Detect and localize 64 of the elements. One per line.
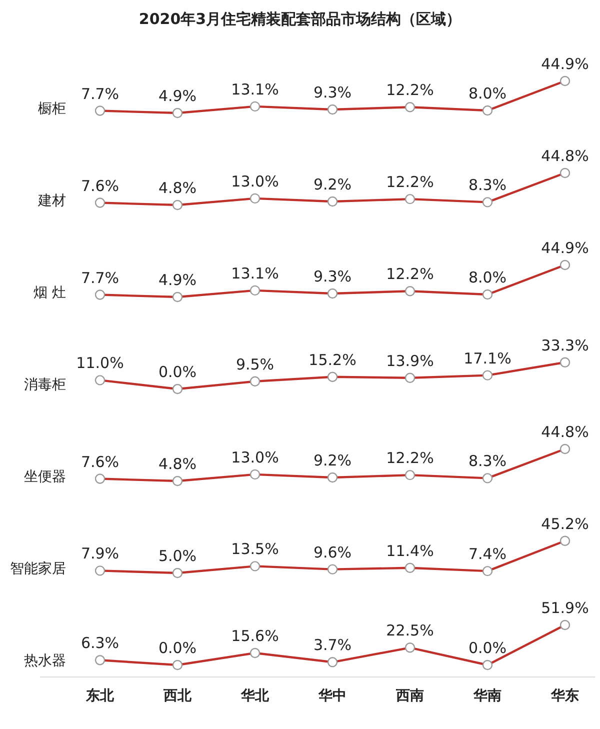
data-label: 12.2% <box>386 265 434 284</box>
y-axis-title: 建材 <box>37 193 66 209</box>
x-tick-label: 华北 <box>240 688 270 704</box>
y-axis-title: 坐便器 <box>24 469 66 485</box>
data-label: 12.2% <box>386 449 434 468</box>
data-label: 13.0% <box>231 172 279 190</box>
y-axis-title: 智能家居 <box>10 561 66 577</box>
data-label: 45.2% <box>541 514 589 533</box>
data-label: 3.7% <box>313 636 352 654</box>
data-label: 5.0% <box>158 547 197 565</box>
data-label: 6.3% <box>80 634 120 652</box>
data-label: 13.5% <box>231 540 279 558</box>
data-label: 4.9% <box>158 87 197 105</box>
data-label: 4.8% <box>158 455 197 473</box>
data-label: 13.0% <box>231 448 279 466</box>
data-label: 33.3% <box>541 336 589 354</box>
x-tick-label: 华南 <box>472 688 502 704</box>
data-label: 8.0% <box>468 268 507 287</box>
data-label: 7.6% <box>80 452 120 471</box>
data-label: 7.7% <box>80 268 120 287</box>
data-label: 0.0% <box>158 639 197 657</box>
data-label: 15.2% <box>308 350 356 369</box>
data-label: 4.9% <box>158 271 197 289</box>
data-label: 9.6% <box>313 543 352 562</box>
y-axis-title: 热水器 <box>24 653 66 669</box>
data-label: 8.3% <box>468 176 507 194</box>
data-label: 13.1% <box>231 264 279 282</box>
y-axis-title: 消毒柜 <box>24 377 66 393</box>
x-tick-label: 西南 <box>395 688 424 704</box>
data-label: 7.9% <box>80 544 120 563</box>
data-label: 22.5% <box>386 622 434 640</box>
data-label: 11.0% <box>76 354 124 372</box>
data-label: 9.2% <box>313 175 352 194</box>
data-label: 9.5% <box>236 355 274 374</box>
data-label: 7.6% <box>80 176 120 195</box>
data-label: 44.9% <box>541 55 589 73</box>
chart-title: 2020年3月住宅精装配套部品市场结构（区域） <box>138 10 462 28</box>
x-tick-label: 华东 <box>550 687 579 704</box>
data-label: 13.9% <box>386 352 434 370</box>
data-label: 8.0% <box>468 84 507 103</box>
data-label: 0.0% <box>158 363 197 381</box>
x-tick-label: 东北 <box>85 687 115 704</box>
y-axis-title: 橱柜 <box>38 101 66 117</box>
data-label: 17.1% <box>464 349 512 368</box>
data-label: 12.2% <box>386 173 434 192</box>
data-label: 13.1% <box>231 80 279 98</box>
x-tick-label: 华中 <box>318 688 346 704</box>
data-label: 4.8% <box>158 179 197 197</box>
data-label: 8.3% <box>468 452 507 470</box>
data-label: 44.9% <box>541 239 589 257</box>
y-axis-title: 烟 灶 <box>34 285 66 301</box>
data-label: 7.7% <box>80 84 120 103</box>
x-tick-label: 西北 <box>162 688 192 704</box>
data-label: 44.8% <box>541 423 589 441</box>
data-label: 9.2% <box>313 451 352 470</box>
data-label: 51.9% <box>541 599 589 617</box>
data-label: 15.6% <box>231 626 279 645</box>
data-label: 9.3% <box>313 267 352 286</box>
data-label: 11.4% <box>386 542 434 560</box>
data-label: 12.2% <box>386 81 434 100</box>
data-label: 7.4% <box>468 545 507 564</box>
data-label: 44.8% <box>541 147 589 165</box>
data-label: 9.3% <box>313 83 352 102</box>
data-label: 0.0% <box>468 639 507 657</box>
